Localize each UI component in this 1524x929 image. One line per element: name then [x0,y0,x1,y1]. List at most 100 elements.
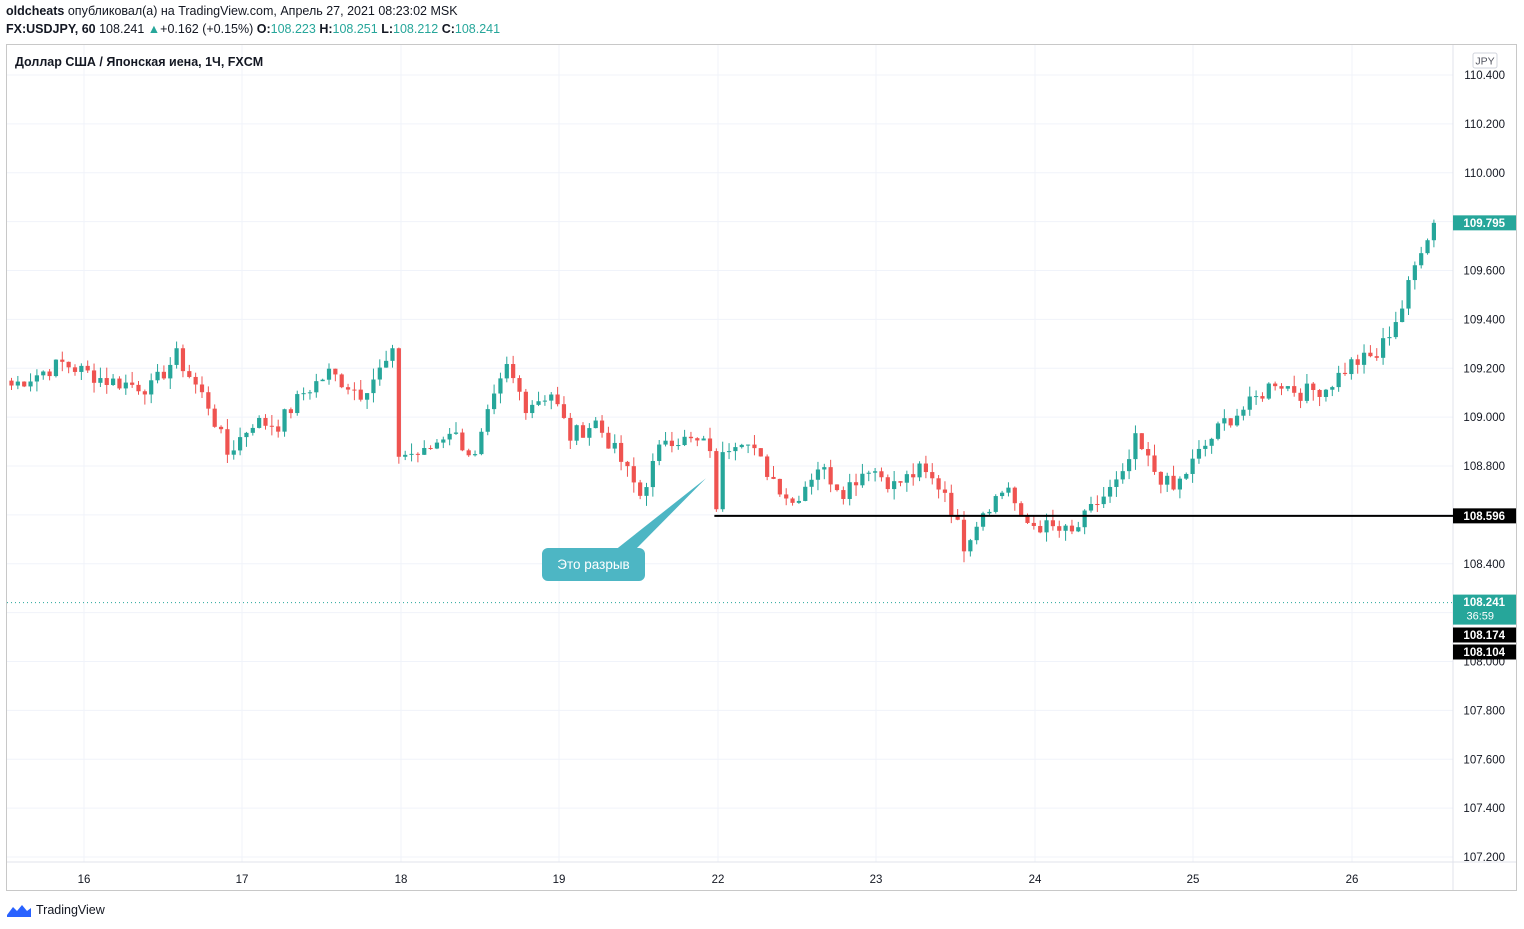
candle-body [460,432,465,451]
close-value: 108.241 [454,22,501,36]
candle-body [841,490,846,499]
footer-brand[interactable]: TradingView [6,902,105,918]
price-axis-label: 108.174 [1463,630,1505,642]
y-tick-label: 107.600 [1463,754,1505,766]
price-axis-label: 108.104 [1463,647,1505,659]
candle-body [606,432,611,449]
candle-body [587,428,592,438]
candle-body [53,359,59,377]
candle-body [1298,392,1303,401]
candle-body [1158,471,1163,485]
published-text: опубликовал(а) на TradingView.com, Апрел… [67,4,458,18]
candle-body [1317,389,1322,397]
tradingview-logo-icon [7,905,31,917]
candle-body [174,348,179,365]
candle-body [384,360,389,368]
candle-body [561,404,567,418]
y-tick-label: 107.400 [1463,803,1505,815]
candle-body [60,359,65,362]
candle-body [352,389,357,391]
candle-body [853,482,859,486]
candle-body [492,393,497,410]
candle-body [130,382,135,385]
price-chart[interactable]: Доллар США / Японская иена, 1Ч, FXCM JPY 1… [7,45,1516,890]
candle-body [682,436,687,446]
symbol-info: FX:USDJPY, 60 108.241 ▲+0.162 (+0.15%) O… [6,22,500,36]
candle-body [320,379,325,382]
candle-body [803,486,808,501]
candle-body [244,432,249,438]
candle-body [949,492,954,516]
candle-body [1000,492,1005,497]
candle-body [1342,372,1348,375]
candle-body [206,392,211,409]
candle-body [1019,503,1024,516]
candle-body [180,348,186,372]
candle-body [79,365,84,372]
candle-body [1412,265,1417,281]
candle-body [1330,387,1335,390]
candle-body [612,442,617,449]
candle-body [1076,527,1081,532]
candle-body [873,471,878,473]
candle-body [396,348,401,457]
candle-body [1374,356,1379,358]
candle-body [345,387,351,390]
candle-body [238,437,243,451]
candle-body [523,391,528,414]
candle-body [1114,479,1119,487]
close-label: C: [441,22,455,36]
chart-title: Доллар США / Японская иена, 1Ч, FXCM [15,55,263,69]
candle-body [225,429,230,455]
high-label: H: [319,22,333,36]
candle-body [580,425,586,438]
candle-body [765,456,770,477]
candle-body [961,519,967,552]
candle-body [1349,359,1354,375]
candle-body [41,371,46,376]
candle-body [517,378,522,392]
candle-body [282,409,287,432]
candle-body [1273,383,1278,387]
candle-body [936,478,941,490]
candle-body [136,384,141,392]
author-name[interactable]: oldcheats [6,4,65,18]
candle-body [568,417,573,441]
candle-body [250,427,255,433]
candle-body [1152,455,1157,472]
candle-body [472,454,478,456]
candle-body [530,404,535,414]
candle-body [422,447,427,455]
price-change: +0.162 (+0.15%) [160,22,254,36]
candle-body [1012,487,1017,504]
candle-body [631,466,636,483]
candle-body [1222,418,1227,424]
callout-box [542,548,645,581]
candle-body [1266,383,1271,399]
candle-body [885,477,890,490]
candle-body [1241,409,1246,416]
candle-body [295,394,300,414]
candle-body [34,375,39,382]
candle-body [466,450,471,456]
candle-body [498,378,503,394]
candle-body [911,474,916,478]
candle-body [1425,240,1430,254]
candle-body [619,442,624,462]
price-axis-label: 109.795 [1463,218,1505,230]
candle-body [1387,337,1392,339]
price-axis-label: 108.596 [1463,511,1505,523]
chart-container[interactable]: Доллар США / Японская иена, 1Ч, FXCM JPY 1… [6,44,1517,891]
candle-body [1336,372,1341,388]
candle-body [1203,445,1208,449]
candle-body [47,371,52,377]
x-tick-label: 25 [1187,874,1200,886]
candle-body [733,447,738,452]
candle-body [1082,510,1087,528]
candle-body [1400,308,1405,323]
candle-body [72,367,78,372]
y-tick-label: 110.400 [1464,70,1505,82]
candle-body [663,440,668,445]
candle-body [1127,459,1132,472]
candle-body [1431,222,1436,241]
